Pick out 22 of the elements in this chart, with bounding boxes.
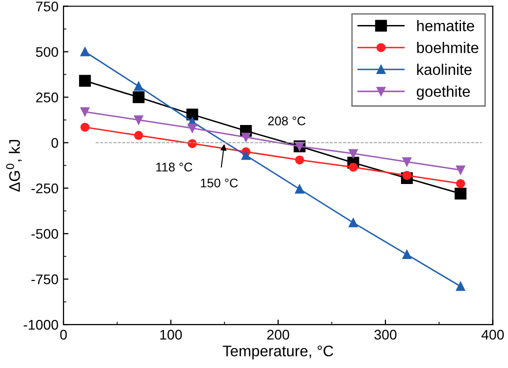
x-tick-label: 200 — [267, 330, 290, 340]
y-axis-title: ΔG$^{0}$, kJ — [6, 140, 22, 192]
y-tick-label: -1000 — [24, 320, 58, 330]
y-tick-label: 500 — [36, 47, 58, 57]
legend-label: goethite — [416, 86, 470, 100]
x-tick-label: 400 — [481, 330, 504, 340]
x-tick-label: 0 — [60, 330, 67, 340]
legend-label: kaolinite — [417, 64, 472, 75]
legend-label: hematite — [417, 20, 474, 32]
legend-label: boehmite — [417, 42, 478, 54]
y-tick-label: 250 — [36, 92, 58, 102]
annotation: 208 °C — [268, 116, 306, 126]
y-tick-label: -500 — [31, 228, 58, 239]
y-tick-label: 750 — [36, 2, 58, 12]
y-tick-label: 0 — [51, 138, 58, 148]
x-tick-label: 300 — [374, 330, 396, 340]
x-tick-label: 100 — [160, 330, 182, 340]
annotation: 150 °C — [200, 178, 238, 188]
x-axis-title: Temperature, °C — [222, 346, 334, 360]
y-tick-label: -750 — [31, 274, 58, 284]
annotation: 118 °C — [156, 162, 192, 172]
y-tick-label: -250 — [31, 183, 58, 194]
